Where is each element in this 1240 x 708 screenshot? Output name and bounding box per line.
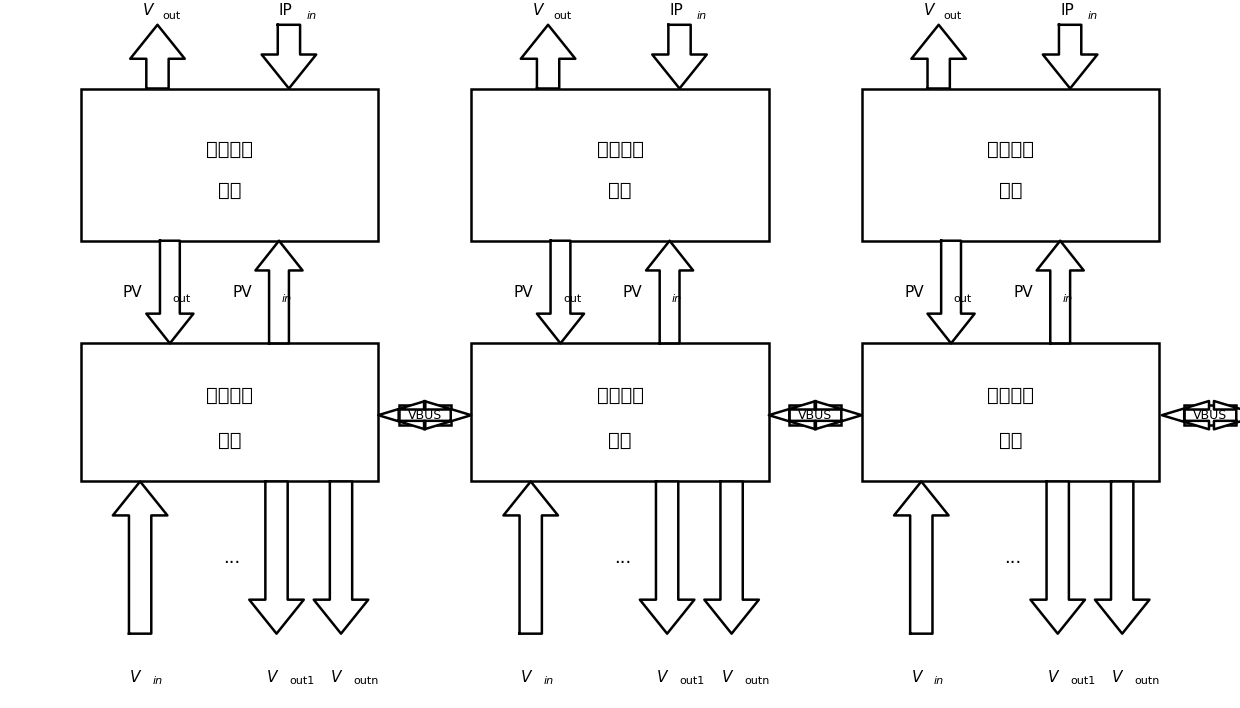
Text: V: V [911, 670, 921, 685]
Bar [862, 88, 1159, 241]
Text: in: in [672, 294, 682, 304]
Polygon shape [113, 481, 167, 634]
Text: out: out [162, 11, 181, 21]
Text: ...: ... [614, 549, 631, 566]
Polygon shape [1095, 481, 1149, 634]
Text: in: in [697, 11, 707, 21]
Text: ...: ... [223, 549, 241, 566]
Text: 芯片: 芯片 [999, 181, 1022, 200]
Polygon shape [769, 401, 816, 429]
Text: PV: PV [123, 285, 143, 299]
Text: V: V [657, 670, 667, 685]
Polygon shape [1037, 241, 1084, 343]
Text: PV: PV [1013, 285, 1033, 299]
Polygon shape [1162, 401, 1209, 429]
Polygon shape [537, 241, 584, 343]
Text: in: in [306, 11, 316, 21]
Text: out: out [954, 294, 972, 304]
Text: out1: out1 [680, 676, 704, 686]
Text: IP: IP [1060, 3, 1074, 18]
Text: outn: outn [353, 676, 378, 686]
Text: 视频解码: 视频解码 [987, 140, 1034, 159]
Text: 芯片: 芯片 [999, 430, 1022, 450]
Polygon shape [521, 25, 575, 88]
Text: V: V [267, 670, 277, 685]
Text: outn: outn [1135, 676, 1159, 686]
Text: V: V [331, 670, 341, 685]
Text: 芯片: 芯片 [609, 181, 631, 200]
Text: out1: out1 [1070, 676, 1095, 686]
Polygon shape [894, 481, 949, 634]
Text: 芯片: 芯片 [218, 181, 241, 200]
Bar [81, 88, 378, 241]
Text: PV: PV [232, 285, 252, 299]
Text: 数字逻辑: 数字逻辑 [596, 387, 644, 406]
Text: out: out [944, 11, 962, 21]
Text: PV: PV [622, 285, 642, 299]
Text: out: out [553, 11, 572, 21]
Text: out: out [172, 294, 191, 304]
Polygon shape [1043, 25, 1097, 88]
Text: IP: IP [279, 3, 293, 18]
Polygon shape [640, 481, 694, 634]
Text: V: V [1112, 670, 1122, 685]
Text: VBUS: VBUS [799, 409, 832, 422]
Text: outn: outn [744, 676, 769, 686]
Text: VBUS: VBUS [1193, 409, 1228, 422]
Text: in: in [281, 294, 291, 304]
Polygon shape [503, 481, 558, 634]
Text: V: V [130, 670, 140, 685]
Text: 芯片: 芯片 [609, 430, 631, 450]
Bar [471, 343, 769, 481]
Polygon shape [928, 241, 975, 343]
Polygon shape [146, 241, 193, 343]
Text: PV: PV [513, 285, 533, 299]
Polygon shape [652, 25, 707, 88]
Text: 视频解码: 视频解码 [206, 140, 253, 159]
Polygon shape [262, 25, 316, 88]
Text: 视频解码: 视频解码 [596, 140, 644, 159]
Text: 数字逻辑: 数字逻辑 [206, 387, 253, 406]
Polygon shape [704, 481, 759, 634]
Text: IP: IP [670, 3, 683, 18]
Bar [399, 405, 451, 425]
Text: V: V [521, 670, 531, 685]
Bar [862, 343, 1159, 481]
Polygon shape [1030, 481, 1085, 634]
Bar [81, 343, 378, 481]
Text: V: V [722, 670, 732, 685]
Text: 数字逻辑: 数字逻辑 [987, 387, 1034, 406]
Text: in: in [543, 676, 553, 686]
Polygon shape [424, 401, 471, 429]
Text: VBUS: VBUS [408, 409, 441, 422]
Text: PV: PV [904, 285, 924, 299]
Text: in: in [934, 676, 944, 686]
Bar [471, 88, 769, 241]
Polygon shape [314, 481, 368, 634]
Text: ...: ... [1004, 549, 1022, 566]
Text: out: out [563, 294, 582, 304]
Polygon shape [378, 401, 425, 429]
Polygon shape [911, 25, 966, 88]
Bar [789, 405, 841, 425]
Text: in: in [153, 676, 162, 686]
Polygon shape [255, 241, 303, 343]
Text: V: V [924, 3, 934, 18]
Text: V: V [533, 3, 543, 18]
Text: V: V [143, 3, 153, 18]
Polygon shape [130, 25, 185, 88]
Polygon shape [1214, 401, 1240, 429]
Text: out1: out1 [289, 676, 314, 686]
Polygon shape [815, 401, 862, 429]
Bar [1184, 405, 1236, 425]
Text: in: in [1063, 294, 1073, 304]
Polygon shape [646, 241, 693, 343]
Text: 芯片: 芯片 [218, 430, 241, 450]
Polygon shape [249, 481, 304, 634]
Text: V: V [1048, 670, 1058, 685]
Text: in: in [1087, 11, 1097, 21]
